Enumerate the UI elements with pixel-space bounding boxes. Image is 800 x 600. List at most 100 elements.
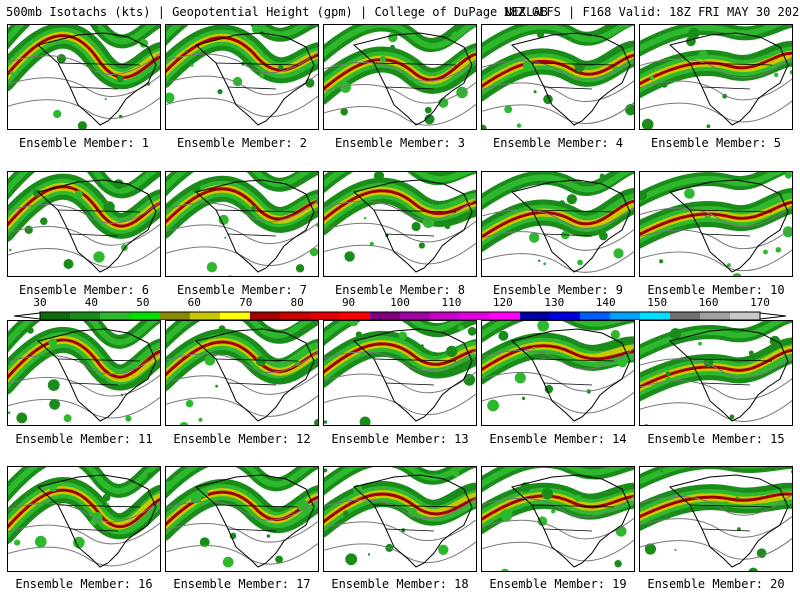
colorbar-swatch bbox=[430, 312, 461, 320]
ensemble-member-caption: Ensemble Member: 12 bbox=[173, 432, 311, 446]
isotach-map bbox=[8, 172, 160, 273]
colorbar-swatch bbox=[460, 312, 491, 320]
colorbar-swatch bbox=[310, 312, 341, 320]
isotach-map bbox=[640, 25, 792, 129]
colorbar-tick-label: 140 bbox=[595, 296, 616, 309]
isotach-map bbox=[166, 467, 318, 568]
ensemble-panel bbox=[323, 24, 477, 130]
ensemble-panel bbox=[481, 171, 635, 277]
ensemble-panel bbox=[639, 171, 793, 277]
colorbar-swatch bbox=[160, 312, 191, 320]
isotach-map bbox=[640, 172, 792, 276]
colorbar-swatch bbox=[640, 312, 671, 320]
ensemble-member-caption: Ensemble Member: 2 bbox=[176, 136, 308, 150]
ensemble-member-caption: Ensemble Member: 6 bbox=[18, 283, 150, 297]
colorbar-right-arrow bbox=[759, 312, 787, 320]
ensemble-member-caption: Ensemble Member: 1 bbox=[18, 136, 150, 150]
ensemble-panel bbox=[165, 320, 319, 426]
colorbar-swatch bbox=[610, 312, 641, 320]
ensemble-panel bbox=[323, 320, 477, 426]
colorbar-swatch bbox=[490, 312, 521, 320]
colorbar-swatch bbox=[130, 312, 161, 320]
isotach-map bbox=[324, 467, 476, 568]
ensemble-panel bbox=[165, 466, 319, 572]
ensemble-panel bbox=[165, 24, 319, 130]
colorbar-tick-label: 100 bbox=[390, 296, 410, 309]
map-title-left: 500mb Isotachs (kts) | Geopotential Heig… bbox=[6, 5, 548, 19]
colorbar-tick-label: 120 bbox=[492, 296, 513, 309]
ensemble-member-caption: Ensemble Member: 8 bbox=[334, 283, 466, 297]
ensemble-member-caption: Ensemble Member: 13 bbox=[331, 432, 469, 446]
isotach-map bbox=[166, 321, 318, 425]
colorbar-swatch bbox=[100, 312, 131, 320]
ensemble-panel bbox=[7, 171, 161, 277]
colorbar-swatch bbox=[670, 312, 701, 320]
colorbar-tick-label: 80 bbox=[290, 296, 304, 309]
isotach-map bbox=[166, 172, 318, 276]
ensemble-member-caption: Ensemble Member: 14 bbox=[489, 432, 627, 446]
isotach-colorbar bbox=[13, 311, 787, 320]
ensemble-panel bbox=[7, 24, 161, 130]
colorbar-swatch bbox=[70, 312, 101, 320]
isotach-map bbox=[482, 321, 634, 422]
colorbar-swatch bbox=[220, 312, 251, 320]
colorbar-tick-label: 90 bbox=[341, 296, 356, 309]
isotach-map bbox=[640, 321, 792, 425]
colorbar-tick-label: 40 bbox=[84, 296, 99, 309]
isotach-map bbox=[324, 321, 476, 425]
colorbar-swatch bbox=[580, 312, 611, 320]
ensemble-panel bbox=[323, 171, 477, 277]
ensemble-panel bbox=[639, 466, 793, 572]
ensemble-panel bbox=[481, 24, 635, 130]
ensemble-member-caption: Ensemble Member: 11 bbox=[15, 432, 153, 446]
isotach-map bbox=[8, 25, 160, 129]
isotach-map bbox=[324, 25, 476, 126]
ensemble-member-caption: Ensemble Member: 17 bbox=[173, 577, 311, 591]
ensemble-member-caption: Ensemble Member: 15 bbox=[647, 432, 785, 446]
colorbar-swatch bbox=[400, 312, 431, 320]
isotach-map bbox=[482, 25, 634, 129]
colorbar-swatch bbox=[520, 312, 551, 320]
ensemble-member-caption: Ensemble Member: 16 bbox=[15, 577, 153, 591]
ensemble-panel bbox=[7, 320, 161, 426]
colorbar-swatch bbox=[700, 312, 731, 320]
ensemble-panel bbox=[165, 171, 319, 277]
ensemble-member-caption: Ensemble Member: 19 bbox=[489, 577, 627, 591]
isotach-map bbox=[166, 25, 318, 126]
colorbar-swatch bbox=[340, 312, 371, 320]
ensemble-member-caption: Ensemble Member: 18 bbox=[331, 577, 469, 591]
colorbar-swatch bbox=[370, 312, 401, 320]
colorbar-tick-label: 60 bbox=[187, 296, 201, 309]
colorbar-swatch bbox=[550, 312, 581, 320]
colorbar-tick-label: 150 bbox=[647, 296, 668, 309]
ensemble-panel bbox=[639, 320, 793, 426]
ensemble-panel bbox=[639, 24, 793, 130]
ensemble-member-caption: Ensemble Member: 20 bbox=[647, 577, 785, 591]
colorbar-swatch bbox=[190, 312, 221, 320]
ensemble-member-caption: Ensemble Member: 5 bbox=[650, 136, 782, 150]
colorbar-tick-label: 50 bbox=[136, 296, 150, 309]
colorbar-tick-label: 160 bbox=[698, 296, 719, 309]
isotach-map bbox=[8, 467, 160, 568]
ensemble-panel bbox=[481, 320, 635, 426]
isotach-map bbox=[324, 172, 476, 273]
ensemble-member-caption: Ensemble Member: 10 bbox=[647, 283, 785, 297]
colorbar-swatch bbox=[250, 312, 281, 320]
isotach-map bbox=[482, 467, 634, 571]
ensemble-panel bbox=[481, 466, 635, 572]
ensemble-panel bbox=[7, 466, 161, 572]
isotach-map bbox=[640, 467, 792, 571]
ensemble-member-caption: Ensemble Member: 3 bbox=[334, 136, 466, 150]
ensemble-panel bbox=[323, 466, 477, 572]
ensemble-member-caption: Ensemble Member: 7 bbox=[176, 283, 308, 297]
colorbar-tick-label: 30 bbox=[33, 296, 47, 309]
colorbar-tick-label: 130 bbox=[544, 296, 565, 309]
ensemble-member-caption: Ensemble Member: 4 bbox=[492, 136, 624, 150]
colorbar-swatch bbox=[40, 312, 71, 320]
ensemble-member-caption: Ensemble Member: 9 bbox=[492, 283, 624, 297]
colorbar-tick-label: 170 bbox=[750, 296, 770, 309]
colorbar-tick-label: 110 bbox=[441, 296, 462, 309]
colorbar-swatch bbox=[730, 312, 761, 320]
colorbar-tick-label: 70 bbox=[239, 296, 253, 309]
colorbar-swatch bbox=[280, 312, 311, 320]
